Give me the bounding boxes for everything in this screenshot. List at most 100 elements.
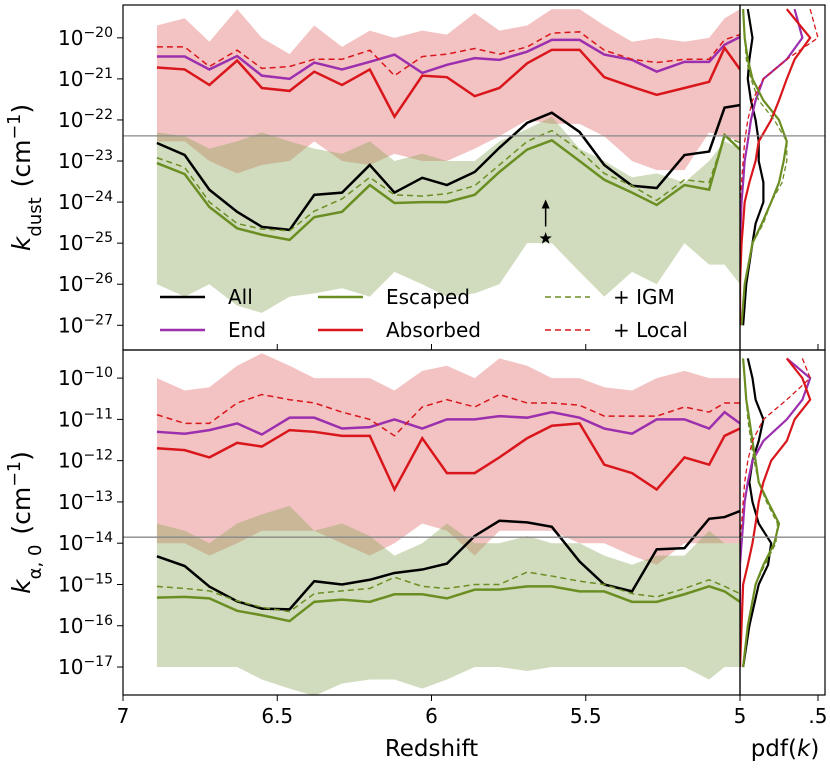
text-part: 10 — [58, 655, 83, 679]
pdf-line — [742, 358, 779, 668]
text-part: 10 — [58, 572, 83, 596]
series-line — [156, 35, 740, 81]
y-tick-label: 10−22 — [58, 107, 113, 132]
legend-label: Absorbed — [386, 318, 481, 342]
text-part: ) — [7, 104, 36, 114]
series-line — [156, 410, 740, 436]
y-label-subscript: dust — [25, 197, 46, 236]
legend-label: Escaped — [386, 285, 470, 309]
x-tick-label: 7 — [117, 704, 130, 728]
y-label-unit: (cm−1) — [5, 104, 36, 187]
plot-area — [156, 353, 740, 695]
x-tick-label: 6 — [425, 704, 438, 728]
text-part: pdf( — [751, 736, 797, 762]
plot-area — [156, 9, 740, 313]
series-line — [156, 129, 740, 232]
pdf-frame — [739, 349, 826, 696]
pdf-line — [740, 357, 812, 668]
text-part: 10 — [58, 490, 83, 514]
text-part: −25 — [83, 230, 113, 246]
text-part: 10 — [58, 449, 83, 473]
text-part: −27 — [83, 312, 113, 328]
y-axis-label: kα, 0 (cm−1) — [5, 451, 46, 594]
series-line — [156, 45, 740, 120]
text-part: −26 — [83, 271, 113, 287]
pdf-x-tick-label: .5 — [808, 704, 827, 728]
text-part: −20 — [83, 25, 113, 41]
pdf-line — [740, 8, 812, 326]
y-label-subscript: α, 0 — [25, 545, 46, 580]
limit-arrowhead — [541, 199, 550, 209]
legend-label: + Local — [613, 318, 688, 342]
pdf-axis-label: pdf(k) — [751, 736, 820, 762]
text-part: −13 — [83, 489, 113, 505]
text-part: −11 — [83, 406, 113, 422]
y-tick-label: 10−26 — [58, 271, 113, 296]
limit-star — [539, 231, 552, 244]
y-tick-label: 10−11 — [58, 406, 113, 431]
y-tick-label: 10−16 — [58, 613, 113, 638]
y-tick-label: 10−17 — [58, 654, 113, 679]
text-part: 10 — [58, 26, 83, 50]
y-label-unit: (cm−1) — [5, 451, 36, 534]
text-part: ) — [7, 451, 36, 461]
pdf-line — [740, 357, 812, 668]
y-tick-label: 10−24 — [58, 189, 113, 214]
text-part: −10 — [83, 365, 113, 381]
y-tick-label: 10−20 — [58, 25, 113, 50]
series-line — [156, 31, 740, 77]
series-line — [156, 585, 740, 623]
text-part: −22 — [83, 107, 113, 123]
y-label-symbol: k — [7, 235, 36, 251]
y-tick-label: 10−23 — [58, 148, 113, 173]
y-tick-label: 10−10 — [58, 365, 113, 390]
text-part: −24 — [83, 189, 113, 205]
y-tick-label: 10−27 — [58, 312, 113, 337]
text-part: 10 — [58, 108, 83, 132]
pdf-line — [740, 9, 788, 326]
text-part: 10 — [58, 149, 83, 173]
series-line — [156, 132, 740, 242]
range-band — [156, 116, 740, 313]
x-axis-label: Redshift — [385, 736, 478, 762]
series-line — [156, 509, 740, 611]
text-part: 10 — [58, 366, 83, 390]
y-tick-label: 10−12 — [58, 448, 113, 473]
text-part: 10 — [58, 272, 83, 296]
series-line — [156, 393, 740, 437]
y-tick-label: 10−13 — [58, 489, 113, 514]
x-tick-label: 5.5 — [570, 704, 602, 728]
series-line — [156, 103, 740, 232]
text-part: 10 — [58, 313, 83, 337]
text-part: 10 — [58, 407, 83, 431]
x-tick-label: 5 — [734, 704, 747, 728]
series-line — [156, 571, 740, 613]
text-part: (cm — [7, 487, 36, 535]
y-tick-label: 10−25 — [58, 230, 113, 255]
text-part: −21 — [83, 66, 113, 82]
text-part: −12 — [83, 448, 113, 464]
legend-label: + IGM — [613, 285, 675, 309]
y-tick-label: 10−21 — [58, 66, 113, 91]
text-part: 10 — [58, 614, 83, 638]
pdf-line — [740, 9, 788, 326]
text-part: 10 — [58, 531, 83, 555]
x-tick-label: 6.5 — [261, 704, 293, 728]
range-band — [156, 9, 740, 174]
legend-label: All — [228, 285, 253, 309]
text-part: 10 — [58, 67, 83, 91]
y-tick-label: 10−14 — [58, 530, 113, 555]
y-label-symbol: k — [7, 578, 36, 594]
pdf-line — [742, 358, 773, 668]
pdf-line — [740, 8, 819, 326]
range-band — [156, 353, 740, 565]
text-part: ) — [810, 736, 819, 762]
pdf-area — [740, 8, 819, 326]
pdf-area — [740, 357, 812, 668]
text-part: 10 — [58, 190, 83, 214]
y-axis-label: kdust (cm−1) — [5, 104, 46, 251]
pdf-frame — [739, 4, 826, 351]
text-part: −14 — [83, 530, 113, 546]
text-part: −16 — [83, 613, 113, 629]
